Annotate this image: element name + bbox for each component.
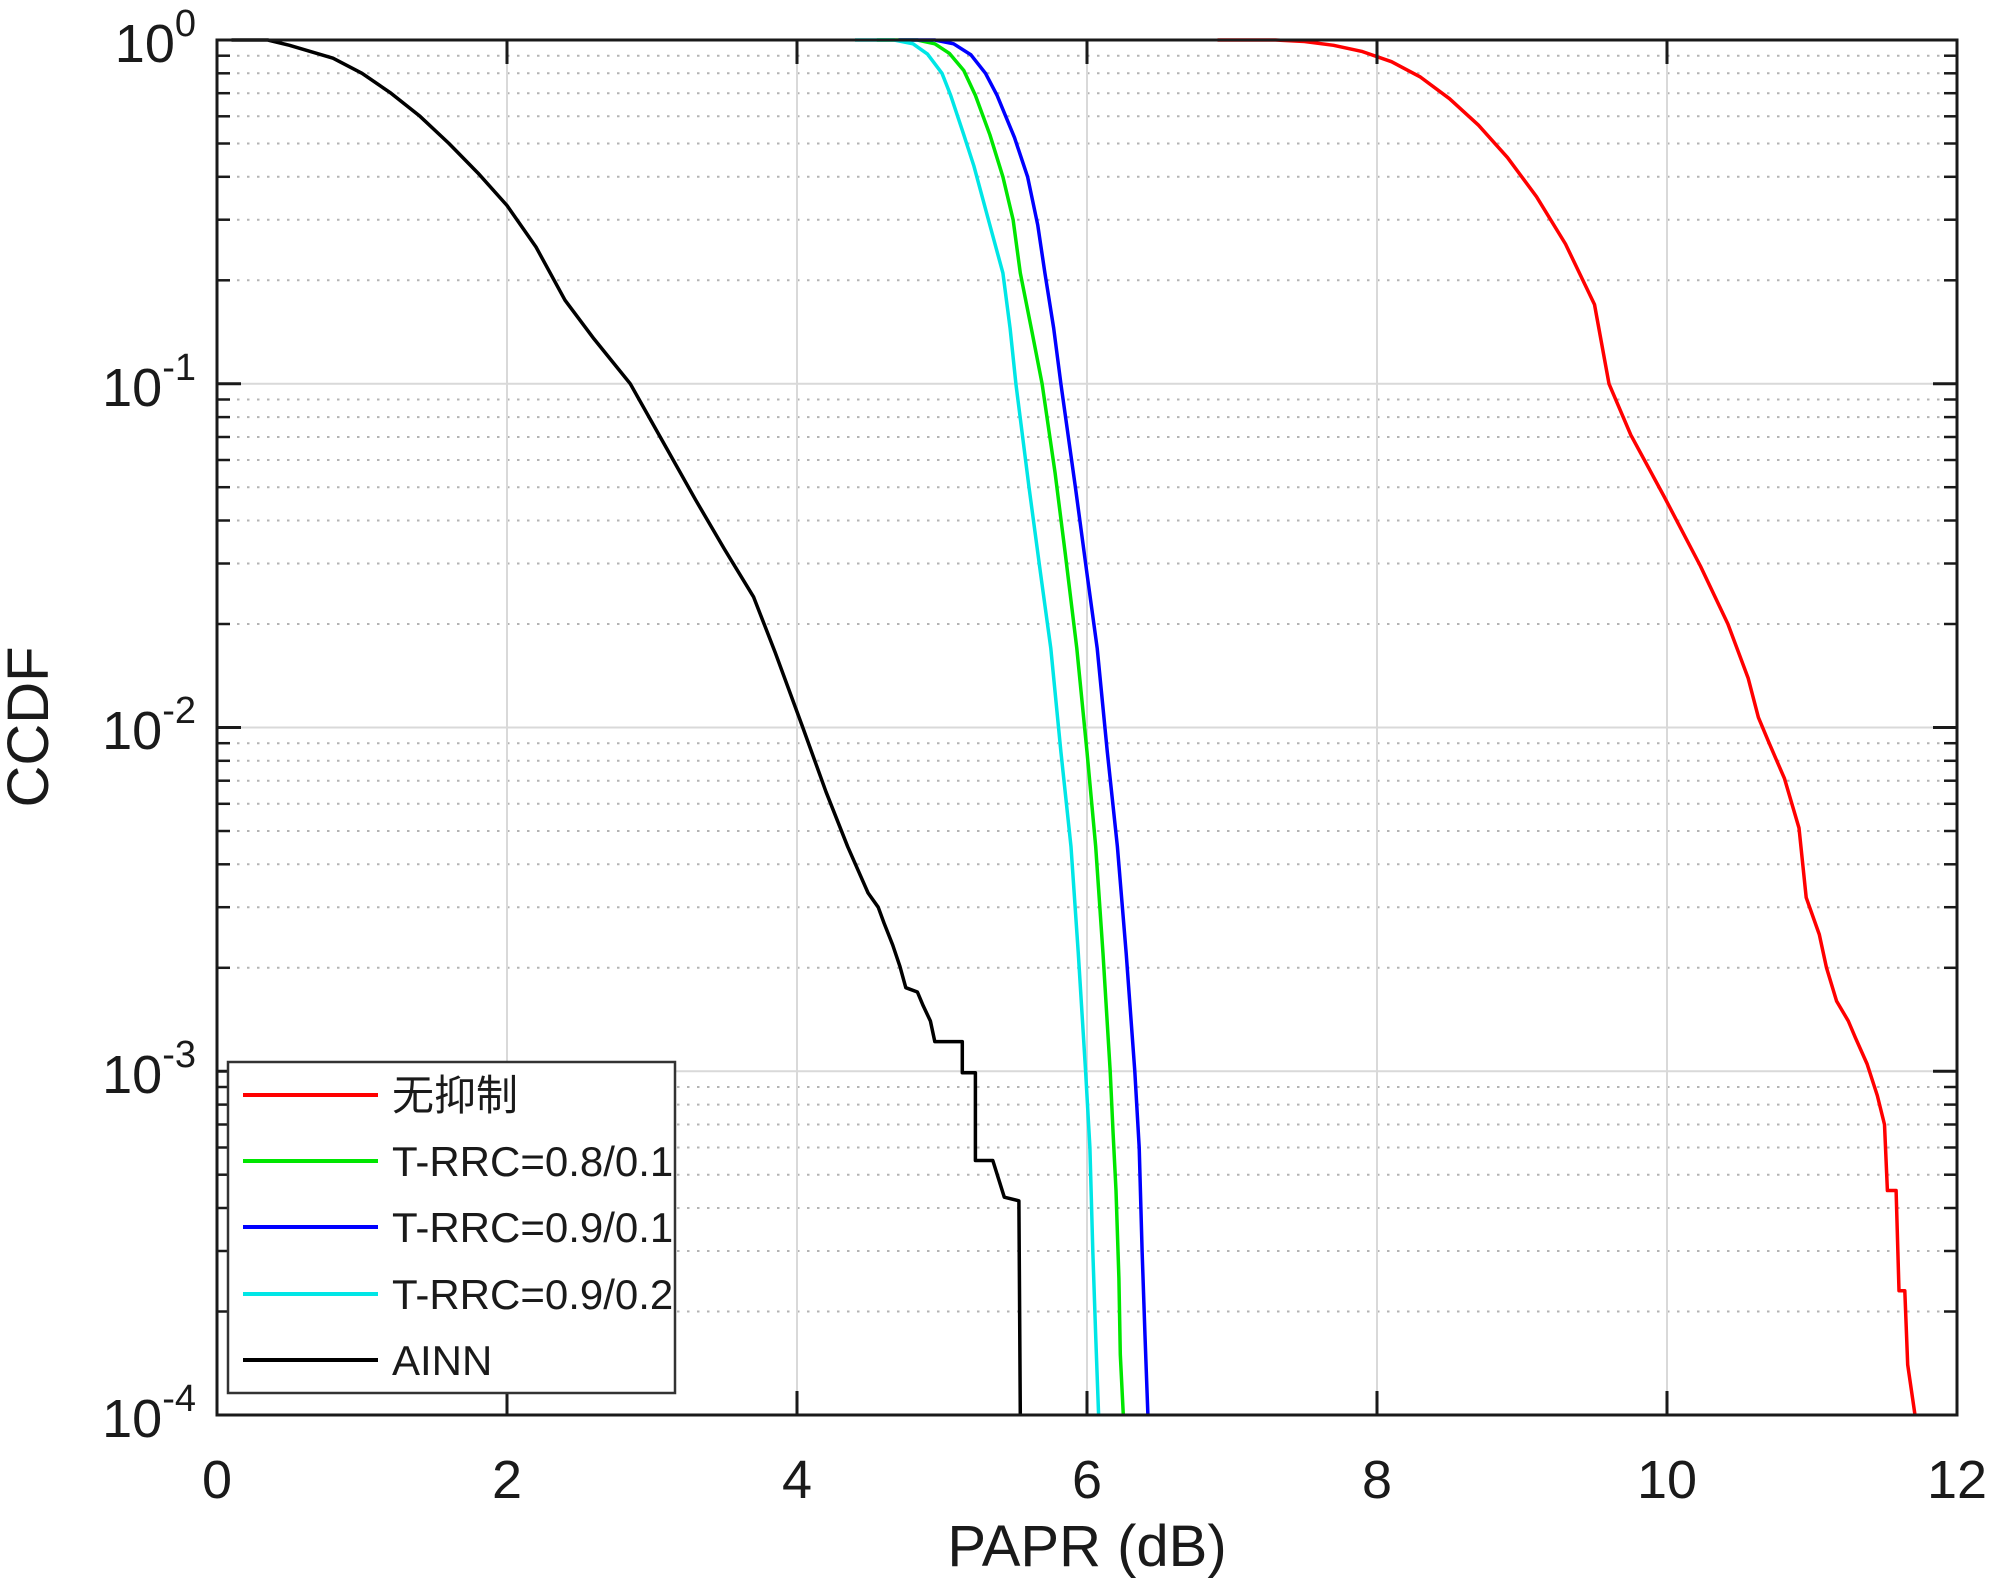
y-tick-label-1e-4: 10-4 [102,1378,196,1449]
y-tick-label-1e-2: 10-2 [102,690,196,761]
y-tick-label-1e0: 100 [115,3,196,74]
series-curve [855,38,1101,1416]
x-tick-labels: 0 2 4 6 8 10 12 [202,1450,1987,1510]
y-tick-base: 10 [102,358,162,418]
y-tick-label-1e-3: 10-3 [102,1034,196,1105]
legend-label: AINN [392,1337,492,1384]
y-tick-base: 10 [102,701,162,761]
y-tick-base: 10 [102,1045,162,1105]
x-tick-label-10: 10 [1637,1450,1697,1510]
x-tick-label-0: 0 [202,1450,232,1510]
series-curve [876,38,1126,1416]
y-tick-exponent: -2 [162,690,196,732]
y-tick-exponent: -3 [162,1034,196,1076]
legend-label: 无抑制 [392,1072,518,1119]
y-tick-exponent: -4 [162,1378,196,1420]
y-tick-base: 10 [115,14,175,74]
series-curve [1217,38,1917,1416]
y-tick-base: 10 [102,1389,162,1449]
y-axis-label: CCDF [0,646,61,807]
legend-entry-trrc-08-01: T-RRC=0.8/0.1 [243,1138,673,1185]
legend-entry-trrc-09-02: T-RRC=0.9/0.2 [243,1271,673,1318]
x-tick-label-4: 4 [782,1450,812,1510]
legend-entry-trrc-09-01: T-RRC=0.9/0.1 [243,1204,673,1251]
x-tick-label-12: 12 [1927,1450,1987,1510]
legend-label: T-RRC=0.8/0.1 [392,1138,673,1185]
series-curve [898,38,1150,1416]
legend-label: T-RRC=0.9/0.1 [392,1204,673,1251]
y-tick-labels: 100 10-1 10-2 10-3 10-4 [102,3,196,1449]
series-curve [231,38,1023,1416]
x-tick-label-6: 6 [1072,1450,1102,1510]
x-tick-label-8: 8 [1362,1450,1392,1510]
major-gridlines [217,40,1957,1415]
legend-entry-no-suppression: 无抑制 [243,1072,518,1119]
y-tick-exponent: 0 [175,3,196,45]
y-tick-label-1e-1: 10-1 [102,347,196,418]
legend-label: T-RRC=0.9/0.2 [392,1271,673,1318]
legend-entry-ainn: AINN [243,1337,492,1384]
legend: 无抑制 T-RRC=0.8/0.1 T-RRC=0.9/0.1 T-RRC=0.… [226,1060,677,1395]
x-axis-label: PAPR (dB) [947,1514,1226,1579]
curve-series [231,38,1917,1416]
x-tick-label-2: 2 [492,1450,522,1510]
y-tick-exponent: -1 [162,347,196,389]
